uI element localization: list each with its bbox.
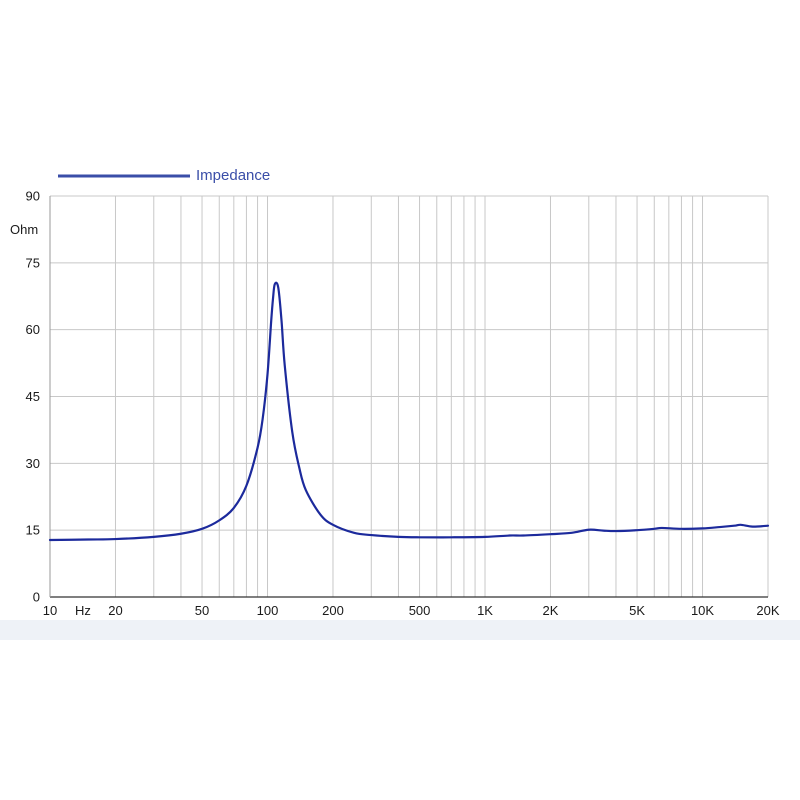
y-tick-label: 90 bbox=[26, 189, 40, 204]
x-tick-label: 20 bbox=[108, 603, 122, 618]
legend: Impedance bbox=[58, 167, 270, 184]
x-tick-label: 10 bbox=[43, 603, 57, 618]
horizontal-gridlines bbox=[50, 195, 768, 531]
x-tick-label: 10K bbox=[691, 603, 714, 618]
x-tick-label: 50 bbox=[195, 603, 209, 618]
x-tick-label: 5K bbox=[629, 603, 645, 618]
y-tick-label: 15 bbox=[26, 523, 40, 538]
x-tick-label: 500 bbox=[409, 603, 431, 618]
bottom-band bbox=[0, 620, 800, 640]
impedance-series-line bbox=[48, 281, 770, 542]
x-tick-label: 100 bbox=[257, 603, 279, 618]
y-tick-label: 75 bbox=[26, 255, 40, 270]
x-tick-label: 1K bbox=[477, 603, 493, 618]
x-tick-labels: 10 20 50 100 200 500 1K 2K 5K 10K 20K bbox=[43, 603, 780, 618]
y-axis-label: Ohm bbox=[10, 222, 38, 237]
y-tick-label: 0 bbox=[33, 590, 40, 605]
y-tick-label: 60 bbox=[26, 322, 40, 337]
legend-label-impedance: Impedance bbox=[196, 167, 270, 184]
y-tick-label: 45 bbox=[26, 389, 40, 404]
x-axis-label: Hz bbox=[75, 603, 91, 618]
y-tick-label: 30 bbox=[26, 456, 40, 471]
x-tick-label: 20K bbox=[756, 603, 779, 618]
x-tick-label: 200 bbox=[322, 603, 344, 618]
x-tick-label: 2K bbox=[543, 603, 559, 618]
y-tick-labels: 0 15 30 45 60 75 90 bbox=[26, 189, 40, 605]
